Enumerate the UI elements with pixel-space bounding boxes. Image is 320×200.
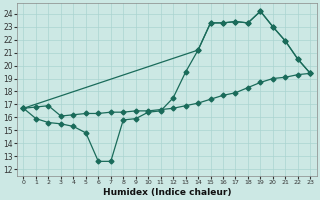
- X-axis label: Humidex (Indice chaleur): Humidex (Indice chaleur): [103, 188, 231, 197]
